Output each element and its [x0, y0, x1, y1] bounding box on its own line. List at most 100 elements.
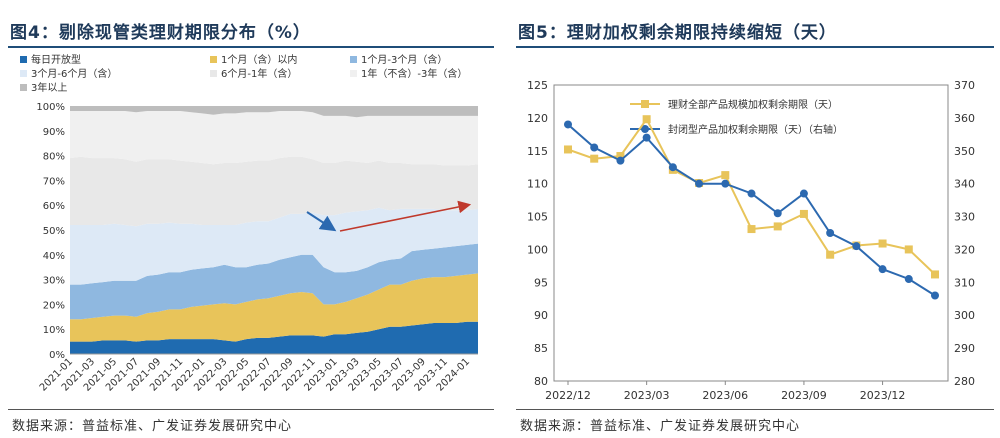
data-point [564, 145, 572, 154]
left-bottom-rule [8, 409, 494, 410]
area-series [70, 207, 478, 285]
y-tick-label: 60% [43, 201, 65, 212]
data-point [878, 265, 887, 274]
plot-frame [553, 84, 949, 382]
data-point [747, 189, 756, 198]
area-series [70, 111, 478, 166]
area-series [70, 273, 478, 342]
legend-swatch [210, 70, 217, 77]
legend-label: 每日开放型 [31, 53, 81, 66]
area-series [70, 243, 478, 320]
data-point [642, 133, 651, 142]
stacked-area-chart: 每日开放型 1个月（含）以内 1个月-3个月（含） 3个月-6个月（含） 6个月-1年（… [20, 53, 478, 394]
right-chart-title: 图5：理财加权剩余期限持续缩短（天） [518, 23, 837, 43]
data-point [590, 143, 599, 152]
y-right-tick-label: 280 [954, 375, 975, 388]
y-tick-label: 20% [43, 300, 65, 311]
y-tick-label: 70% [43, 176, 65, 187]
legend-swatch [20, 70, 27, 77]
left-title-rule [8, 46, 494, 48]
y-left-tick-label: 90 [534, 309, 548, 322]
area-series [70, 106, 478, 118]
line-chart: 80 85 90 95 100 105 110 115 120 125 280 290 300 310 32… [527, 79, 975, 402]
y-left-tick-label: 115 [527, 145, 548, 158]
data-point [931, 270, 939, 279]
y-tick-label: 100% [36, 102, 65, 113]
left-chart-source: 数据来源：普益标准、广发证券发展研究中心 [12, 419, 293, 434]
legend-marker [641, 100, 649, 108]
data-point [773, 222, 782, 231]
legend-label: 理财全部产品规模加权剩余期限（天） [668, 98, 838, 111]
y-left-tick-label: 95 [534, 276, 548, 289]
data-point [642, 115, 651, 124]
y-right-tick-label: 370 [954, 79, 975, 92]
y-right-tick-label: 360 [954, 112, 975, 125]
data-point [904, 245, 913, 254]
y-right-tick-label: 300 [954, 309, 975, 322]
data-point [564, 120, 572, 129]
trend-arrow-down [306, 211, 337, 232]
legend-marker [641, 125, 649, 133]
legend-swatch [20, 84, 27, 91]
right-title-rule [516, 46, 994, 48]
y-left-tick-label: 125 [527, 79, 548, 92]
y-left-tick-label: 120 [527, 112, 548, 125]
x-tick-label: 2023/03 [624, 389, 670, 402]
y-tick-label: 30% [43, 276, 65, 287]
y-left-tick-label: 85 [534, 342, 548, 355]
left-chart-panel: 图4：剔除现管类理财期限分布（%） 每日开放型 1个月（含）以内 1个月-3个月（含… [8, 23, 494, 434]
y-left-tick-label: 100 [527, 243, 548, 256]
legend-swatch [210, 56, 217, 63]
y-tick-label: 90% [43, 127, 65, 138]
data-point [826, 229, 835, 237]
x-tick-label: 2022/12 [545, 389, 591, 402]
area-series [70, 321, 478, 354]
area-series [70, 156, 478, 227]
data-point [904, 275, 913, 284]
left-chart-title: 图4：剔除现管类理财期限分布（%） [10, 23, 311, 43]
legend-label: 1年（不含）-3年（含） [361, 67, 467, 80]
x-tick-label: 2023/06 [702, 389, 748, 402]
legend-label: 6个月-1年（含） [221, 67, 297, 80]
data-point [799, 209, 808, 218]
y-left-tick-label: 110 [527, 178, 548, 191]
legend-label: 3个月-6个月（含） [31, 67, 117, 80]
trend-arrow-up [339, 200, 472, 232]
x-tick-label: 2023/12 [860, 389, 906, 402]
y-right-tick-label: 320 [954, 243, 975, 256]
legend-label: 1个月-3个月（含） [361, 53, 447, 66]
y-tick-label: 10% [43, 325, 65, 336]
y-right-tick-label: 350 [954, 145, 975, 158]
x-tick-label: 2023/09 [781, 389, 827, 402]
legend-label: 封闭型产品加权剩余期限（天）（右轴） [668, 123, 843, 136]
data-point [616, 156, 625, 165]
right-chart-panel: 图5：理财加权剩余期限持续缩短（天） 80 85 90 95 100 105 110 115 1… [508, 0, 1000, 438]
y-left-tick-label: 80 [534, 375, 548, 388]
legend-label: 1个月（含）以内 [221, 53, 297, 66]
y-right-tick-label: 310 [954, 276, 975, 289]
data-point [721, 179, 730, 188]
y-tick-label: 0% [49, 350, 65, 361]
data-point [852, 242, 861, 251]
legend-swatch [20, 56, 27, 63]
data-point [878, 239, 887, 248]
data-point [773, 209, 782, 218]
data-point [616, 152, 625, 161]
legend-swatch [350, 70, 357, 77]
data-point [799, 189, 808, 198]
legend-swatch [350, 56, 357, 63]
y-right-tick-label: 330 [954, 211, 975, 224]
right-bottom-rule [516, 409, 994, 410]
data-point [695, 179, 704, 188]
data-point [668, 163, 677, 172]
legend-label: 3年以上 [31, 81, 67, 94]
y-right-tick-label: 290 [954, 342, 975, 355]
right-chart-source: 数据来源：普益标准、广发证券发展研究中心 [520, 419, 801, 434]
data-point [826, 250, 835, 259]
data-point [721, 171, 730, 180]
y-tick-label: 80% [43, 152, 65, 163]
y-tick-label: 50% [43, 226, 65, 237]
data-point [931, 291, 939, 300]
y-left-tick-label: 105 [527, 211, 548, 224]
y-tick-label: 40% [43, 251, 65, 262]
